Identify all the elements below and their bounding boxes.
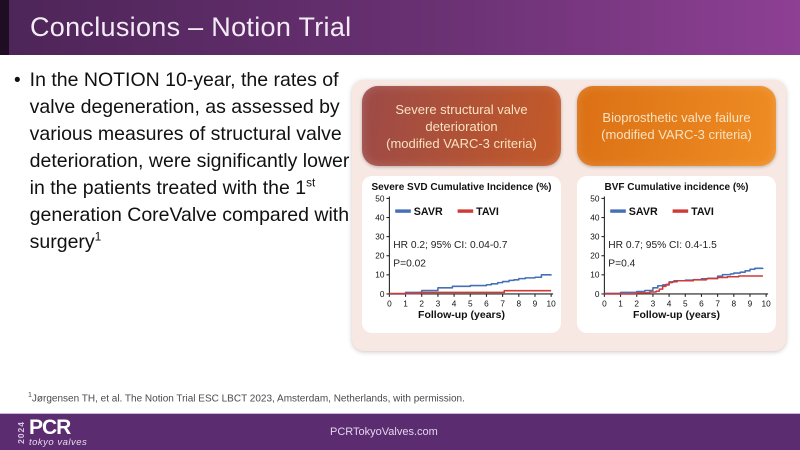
svg-text:10: 10 [375,271,385,280]
svg-text:2: 2 [634,300,639,309]
svg-text:20: 20 [375,252,385,261]
svg-text:0: 0 [380,290,385,299]
chart-card-bvf: BVF Cumulative incidence (%) 0 10 20 30 40 50… [577,176,776,333]
severe-svd-x-axis-label: Follow-up (years) [418,309,505,321]
svg-text:1: 1 [403,300,408,309]
svg-text:10: 10 [762,300,772,309]
svg-text:5: 5 [683,300,688,309]
citation-superscript: 1 [28,392,32,399]
bullet-marker: • [14,70,21,91]
svg-text:3: 3 [651,300,656,309]
footer-bar: 2024 PCR tokyo valves PCRTokyoValves.com [0,413,800,450]
svg-text:30: 30 [375,233,385,242]
chip-bvf-title: Bioprosthetic valve failure [602,110,751,125]
pcr-logo-text: PCR [29,415,71,439]
title-bar-left-edge [0,0,9,55]
svg-text:30: 30 [590,233,600,242]
svg-text:3: 3 [436,300,441,309]
logo-year: 2024 [16,420,26,444]
chip-severe-svd-subtitle: (modified VARC-3 criteria) [386,135,537,151]
bullet-text-tail: generation CoreValve compared with surge… [29,204,350,253]
bvf-x-axis-label: Follow-up (years) [633,309,720,321]
svg-text:4: 4 [452,300,457,309]
svg-text:0: 0 [602,300,607,309]
citation: 1Jørgensen TH, et al. The Notion Trial E… [28,392,465,404]
svg-text:20: 20 [590,252,600,261]
svg-text:40: 40 [375,213,385,222]
svg-text:P=0.4: P=0.4 [608,259,635,270]
citation-text: Jørgensen TH, et al. The Notion Trial ES… [31,393,465,405]
svg-text:P=0.02: P=0.02 [393,259,426,270]
svg-text:7: 7 [715,300,720,309]
slide-title: Conclusions – Notion Trial [30,12,352,42]
chart-card-row: Severe SVD Cumulative Incidence (%) 0 10 2… [362,176,776,333]
svg-text:9: 9 [748,300,753,309]
chip-bvf: Bioprosthetic valve failure (modified VA… [577,86,776,166]
bullet-text-main: In the NOTION 10-year, the rates of valv… [29,69,350,199]
svg-text:10: 10 [590,271,600,280]
svg-text:8: 8 [516,300,521,309]
svg-text:10: 10 [547,300,557,309]
bvf-chart-title: BVF Cumulative incidence (%) [604,182,749,193]
bullet-block: • In the NOTION 10-year, the rates of va… [14,67,352,256]
chart-card-severe-svd: Severe SVD Cumulative Incidence (%) 0 10 2… [362,176,561,333]
svg-text:HR 0.7; 95% CI: 0.4-1.5: HR 0.7; 95% CI: 0.4-1.5 [608,240,717,251]
svg-text:0: 0 [595,290,600,299]
svg-text:50: 50 [590,194,600,203]
svg-text:8: 8 [731,300,736,309]
svg-text:5: 5 [468,300,473,309]
svg-text:4: 4 [667,300,672,309]
bullet-text: In the NOTION 10-year, the rates of valv… [30,67,352,256]
svg-text:1: 1 [618,300,623,309]
svg-text:TAVI: TAVI [691,206,714,218]
svg-text:0: 0 [387,300,392,309]
svg-text:HR 0.2; 95% CI: 0.04-0.7: HR 0.2; 95% CI: 0.04-0.7 [393,240,507,251]
pcr-logo-subtitle: tokyo valves [29,436,88,448]
reference-superscript: 1 [94,230,102,244]
ordinal-superscript: st [306,176,316,190]
svg-text:6: 6 [484,300,489,309]
svg-text:SAVR: SAVR [414,206,443,218]
svg-text:50: 50 [375,194,385,203]
svg-text:9: 9 [533,300,538,309]
svg-text:40: 40 [590,213,600,222]
svg-text:SAVR: SAVR [629,206,658,218]
title-bar: Conclusions – Notion Trial [0,0,800,55]
svg-text:6: 6 [699,300,704,309]
chip-severe-svd: Severe structural valve deterioration (m… [362,86,561,166]
logo-stack: PCR tokyo valves [29,417,87,448]
svg-text:TAVI: TAVI [476,206,499,218]
bvf-chart: 0 10 20 30 40 50 0 1 2 3 4 5 6 7 8 9 10 SAVR TAVI HR 0.7; 9… [590,194,772,309]
charts-panel: Severe structural valve deterioration (m… [352,80,786,351]
chip-bvf-subtitle: (modified VARC-3 criteria) [601,127,752,142]
svg-text:7: 7 [500,300,505,309]
chip-row: Severe structural valve deterioration (m… [362,86,776,166]
svg-text:2: 2 [419,300,424,309]
severe-svd-chart-title: Severe SVD Cumulative Incidence (%) [371,182,552,193]
severe-svd-chart: 0 10 20 30 40 50 0 1 2 3 4 5 6 7 8 9 10 SAVR TAVI HR 0.2; 9… [375,194,557,309]
chip-severe-svd-title: Severe structural valve deterioration [395,101,528,134]
website-url: PCRTokyoValves.com [330,426,438,438]
pcr-brand-logo: 2024 PCR tokyo valves [16,417,87,448]
